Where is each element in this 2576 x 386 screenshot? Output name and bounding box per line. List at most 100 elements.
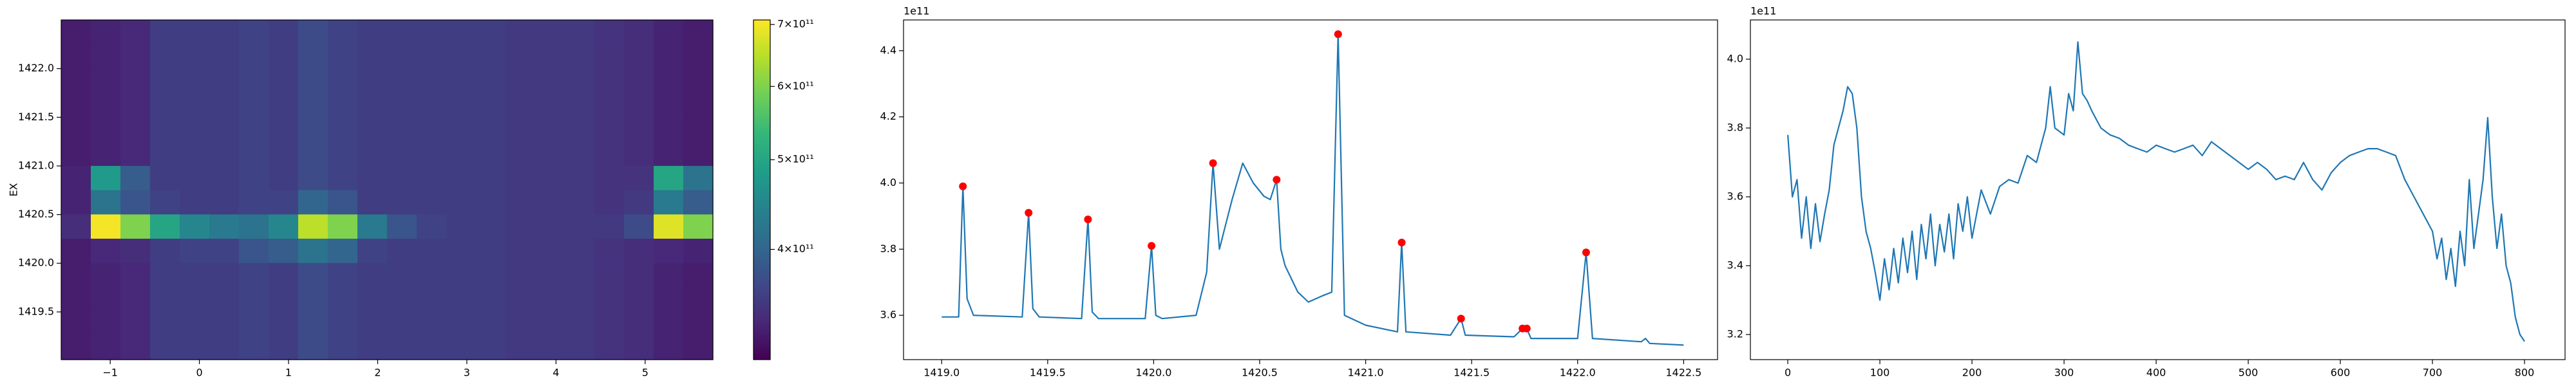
x-tick-label: 1421.5 bbox=[1454, 367, 1490, 379]
heatmap-cell bbox=[535, 286, 565, 312]
heatmap-cell bbox=[209, 141, 240, 166]
x-tick-label: 1420.5 bbox=[1242, 367, 1278, 379]
heatmap-cell bbox=[624, 238, 654, 263]
heatmap-cell bbox=[328, 238, 358, 263]
heatmap-cell bbox=[357, 68, 388, 93]
heatmap-cell bbox=[506, 165, 536, 190]
heatmap-cell bbox=[446, 44, 477, 69]
heatmap-cell bbox=[446, 68, 477, 93]
x-tick-label: 1 bbox=[285, 367, 292, 379]
heatmap-cell bbox=[180, 93, 210, 118]
heatmap-cell bbox=[298, 214, 328, 239]
heatmap-cell bbox=[624, 68, 654, 93]
heatmap-cell bbox=[683, 190, 714, 215]
heatmap-cell bbox=[565, 20, 595, 45]
peak-marker bbox=[1209, 159, 1217, 167]
heatmap-cell bbox=[357, 116, 388, 142]
x-tick-label: 1421.0 bbox=[1348, 367, 1384, 379]
heatmap-cell bbox=[209, 214, 240, 239]
heatmap-cell bbox=[476, 335, 506, 360]
peak-marker bbox=[1084, 216, 1092, 224]
heatmap-cell bbox=[239, 93, 269, 118]
heatmap-cell bbox=[624, 190, 654, 215]
heatmap-cell bbox=[654, 335, 684, 360]
heatmap-cell bbox=[269, 286, 299, 312]
x-tick-label: 1419.5 bbox=[1030, 367, 1066, 379]
heatmap-cell bbox=[150, 116, 180, 142]
heatmap-cell bbox=[624, 93, 654, 118]
heatmap-cell bbox=[180, 214, 210, 239]
heatmap-cell bbox=[417, 190, 447, 215]
heatmap-cell bbox=[209, 335, 240, 360]
heatmap-cell bbox=[476, 214, 506, 239]
heatmap-cell bbox=[180, 335, 210, 360]
heatmap-cell bbox=[61, 190, 91, 215]
heatmap-cell bbox=[209, 238, 240, 263]
heatmap-cell bbox=[239, 165, 269, 190]
heatmap-cell bbox=[506, 20, 536, 45]
heatmap-cell bbox=[417, 141, 447, 166]
heatmap-cell bbox=[269, 165, 299, 190]
heatmap-cell bbox=[239, 214, 269, 239]
heatmap-cell bbox=[120, 238, 151, 263]
peak-marker bbox=[1025, 208, 1033, 217]
heatmap-cell bbox=[476, 141, 506, 166]
colorbar-tick-label: 5×10¹¹ bbox=[777, 153, 814, 165]
heatmap-cell bbox=[239, 238, 269, 263]
heatmap-cell bbox=[357, 262, 388, 288]
heatmap-cell bbox=[357, 93, 388, 118]
heatmap-cell bbox=[269, 311, 299, 336]
y-tick-label: 4.0 bbox=[880, 176, 896, 188]
heatmap-cell bbox=[565, 165, 595, 190]
heatmap-cell bbox=[357, 286, 388, 312]
heatmap-cell bbox=[535, 335, 565, 360]
colorbar-tick-label: 6×10¹¹ bbox=[777, 80, 814, 92]
heatmap-cell bbox=[446, 141, 477, 166]
heatmap-cell bbox=[506, 93, 536, 118]
heatmap-cell bbox=[476, 190, 506, 215]
heatmap-cell bbox=[624, 214, 654, 239]
colorbar-tick-label: 4×10¹¹ bbox=[777, 243, 814, 255]
heatmap-cell bbox=[446, 262, 477, 288]
y-axis-label: EX bbox=[8, 183, 20, 196]
heatmap-cell bbox=[565, 44, 595, 69]
offset-label: 1e11 bbox=[904, 5, 929, 17]
heatmap-cell bbox=[239, 286, 269, 312]
heatmap-cell bbox=[417, 68, 447, 93]
heatmap-cell bbox=[328, 116, 358, 142]
heatmap-cell bbox=[535, 190, 565, 215]
x-tick-label: 500 bbox=[2239, 367, 2259, 379]
heatmap-cell bbox=[209, 286, 240, 312]
line-series bbox=[942, 33, 1684, 346]
heatmap-cell bbox=[239, 190, 269, 215]
heatmap-cell bbox=[269, 116, 299, 142]
heatmap-cell bbox=[387, 44, 417, 69]
y-tick-label: 3.4 bbox=[1727, 259, 1743, 271]
heatmap-cell bbox=[535, 165, 565, 190]
heatmap-cell bbox=[446, 311, 477, 336]
heatmap-cell bbox=[476, 93, 506, 118]
heatmap-cell bbox=[269, 214, 299, 239]
heatmap-cell bbox=[417, 286, 447, 312]
heatmap-cell bbox=[446, 286, 477, 312]
heatmap-cell bbox=[594, 44, 625, 69]
heatmap-cell bbox=[506, 335, 536, 360]
heatmap-cell bbox=[387, 93, 417, 118]
y-tick-label: 3.6 bbox=[880, 309, 896, 321]
heatmap-cell bbox=[91, 116, 121, 142]
heatmap-cell bbox=[417, 335, 447, 360]
heatmap-cell bbox=[209, 116, 240, 142]
heatmap-cell bbox=[594, 214, 625, 239]
heatmap-cell bbox=[535, 262, 565, 288]
colorbar bbox=[753, 20, 770, 360]
heatmap-cell bbox=[506, 214, 536, 239]
colorbar-frame bbox=[753, 19, 771, 360]
heatmap-cell bbox=[91, 68, 121, 93]
heatmap-cell bbox=[91, 141, 121, 166]
heatmap-cell bbox=[91, 44, 121, 69]
heatmap-cell bbox=[328, 262, 358, 288]
heatmap-cell bbox=[328, 165, 358, 190]
heatmap-cell bbox=[387, 68, 417, 93]
heatmap-cell bbox=[535, 68, 565, 93]
